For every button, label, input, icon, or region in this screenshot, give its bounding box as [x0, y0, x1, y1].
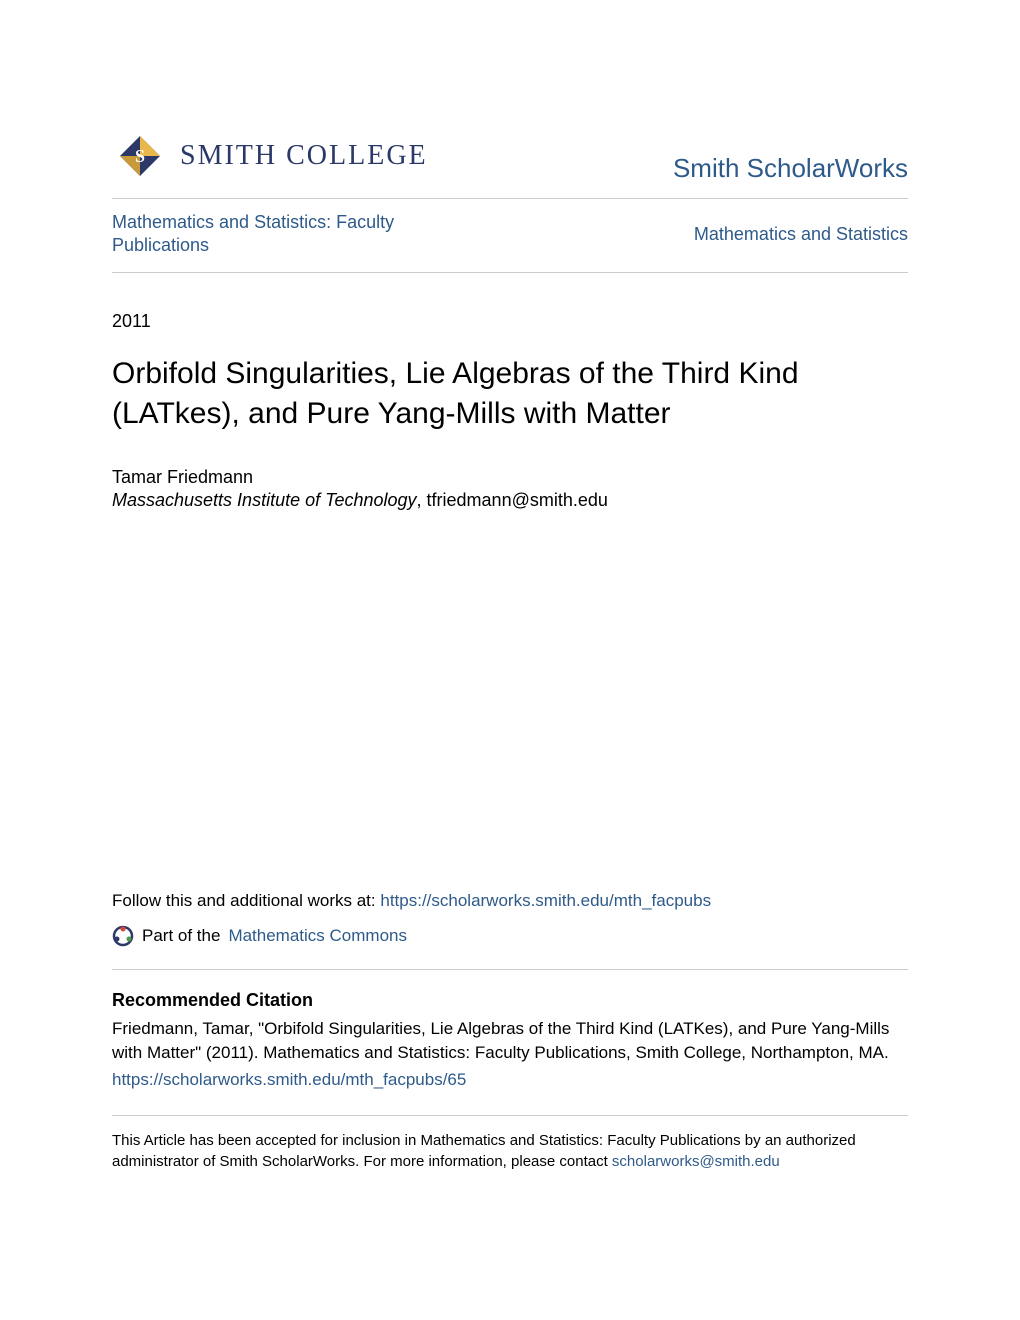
author-affiliation: Massachusetts Institute of Technology, t…	[112, 490, 908, 511]
citation-heading: Recommended Citation	[112, 990, 908, 1011]
breadcrumb: Mathematics and Statistics: Faculty Publ…	[112, 199, 908, 273]
author-name: Tamar Friedmann	[112, 467, 908, 488]
part-of-label: Part of the	[142, 926, 220, 946]
department-link[interactable]: Mathematics and Statistics	[694, 224, 908, 245]
network-icon	[112, 925, 134, 947]
site-name-link[interactable]: Smith ScholarWorks	[673, 153, 908, 184]
header-section: S SMITH COLLEGE Smith ScholarWorks	[112, 128, 908, 199]
institution-name: SMITH COLLEGE	[180, 140, 428, 172]
institution-logo[interactable]: S SMITH COLLEGE	[112, 128, 428, 184]
author-email: tfriedmann@smith.edu	[427, 490, 608, 510]
commons-link[interactable]: Mathematics Commons	[228, 926, 407, 946]
footer-text: This Article has been accepted for inclu…	[112, 1130, 908, 1172]
follow-label: Follow this and additional works at:	[112, 891, 380, 910]
logo-diamond-icon: S	[112, 128, 168, 184]
svg-text:S: S	[135, 146, 145, 166]
follow-link[interactable]: https://scholarworks.smith.edu/mth_facpu…	[380, 891, 711, 910]
page-title: Orbifold Singularities, Lie Algebras of …	[112, 354, 908, 435]
contact-email-link[interactable]: scholarworks@smith.edu	[612, 1153, 780, 1170]
separator: ,	[417, 490, 427, 510]
citation-text: Friedmann, Tamar, "Orbifold Singularitie…	[112, 1017, 908, 1093]
collection-link[interactable]: Mathematics and Statistics: Faculty Publ…	[112, 211, 432, 258]
publication-year: 2011	[112, 311, 908, 332]
part-of-section: Part of the Mathematics Commons	[112, 925, 908, 970]
citation-url[interactable]: https://scholarworks.smith.edu/mth_facpu…	[112, 1068, 908, 1093]
divider	[112, 1115, 908, 1116]
citation-body: Friedmann, Tamar, "Orbifold Singularitie…	[112, 1019, 889, 1063]
follow-section: Follow this and additional works at: htt…	[112, 891, 908, 911]
author-institution: Massachusetts Institute of Technology	[112, 490, 417, 510]
